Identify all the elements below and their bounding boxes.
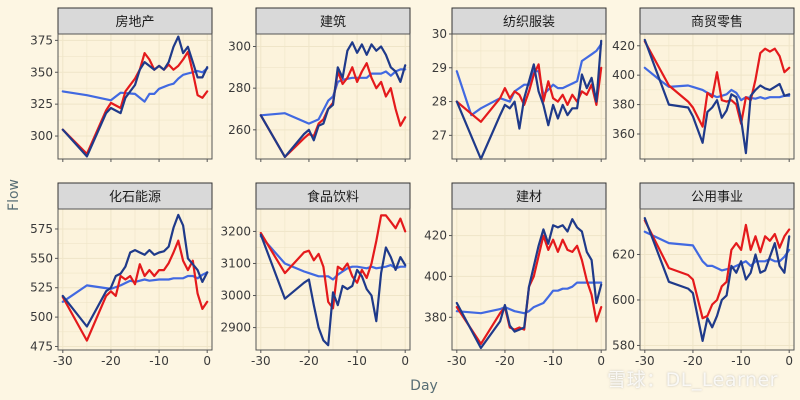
x-axis-title: Day: [410, 378, 438, 394]
x-tick-label: -10: [149, 354, 169, 368]
series-line-blue: [643, 66, 791, 102]
y-tick-label: 575: [30, 222, 53, 236]
y-tick-label: 2900: [220, 321, 251, 335]
panel-6: 食品饮料 2900 3000 3100 3200 -30 -20 -10 0: [220, 182, 411, 368]
x-tick-label: 0: [597, 354, 605, 368]
y-tick-label: 29: [432, 61, 447, 75]
y-tick-label: 400: [612, 68, 635, 82]
y-tick-label: 300: [228, 40, 251, 54]
y-tick-label: 380: [424, 310, 447, 324]
panel-border: [57, 33, 213, 160]
x-tick-label: -10: [347, 354, 367, 368]
y-tick-label: 500: [30, 310, 53, 324]
strip-title: 建材: [516, 190, 542, 205]
y-tick-label: 360: [612, 127, 635, 141]
panel-border: [639, 33, 795, 160]
y-tick-label: 380: [612, 98, 635, 112]
series-line-blue: [259, 68, 407, 125]
series-line-navy: [643, 217, 791, 342]
strip-background: [57, 182, 213, 210]
strip-background: [255, 182, 411, 210]
panel-4: 商贸零售 360 380 400 420: [612, 7, 795, 162]
panel-border: [451, 33, 607, 160]
series-line-red: [643, 219, 791, 320]
strip-title: 纺织服装: [503, 15, 555, 30]
y-tick-label: 350: [30, 65, 53, 79]
panel-border: [255, 33, 411, 160]
y-tick-label: 260: [228, 123, 251, 137]
series-line-red: [643, 40, 791, 128]
strip-background: [639, 182, 795, 210]
watermark: 雪球：DL_Learner: [607, 369, 778, 391]
y-tick-label: 3200: [220, 224, 251, 238]
panel-border: [255, 208, 411, 351]
y-tick-label: 280: [228, 81, 251, 95]
x-tick-label: -10: [543, 354, 563, 368]
panel-5: 化石能源 475 500 525 550 575 -30 -20 -10 0: [30, 182, 213, 368]
x-tick-label: -30: [447, 354, 467, 368]
x-tick-label: -10: [731, 354, 751, 368]
series-line-navy: [455, 39, 603, 161]
y-axis-title: Flow: [6, 179, 22, 211]
y-tick-label: 550: [30, 251, 53, 265]
strip-title: 商贸零售: [691, 14, 743, 30]
x-tick-label: 0: [203, 354, 211, 368]
series-line-red: [61, 239, 209, 342]
x-tick-label: -30: [635, 354, 655, 368]
y-tick-label: 420: [424, 229, 447, 243]
x-tick-label: -20: [101, 354, 121, 368]
series-line-navy: [259, 233, 407, 347]
x-tick-label: 0: [785, 354, 793, 368]
x-tick-label: -20: [495, 354, 515, 368]
x-tick-label: -20: [683, 354, 703, 368]
y-tick-label: 420: [612, 39, 635, 53]
facet-panels: 房地产 300 325 350 375 建筑 260 280 300 纺织服装 27 28 29 30 商贸…: [30, 7, 795, 368]
y-tick-label: 375: [30, 33, 53, 47]
strip-background: [451, 7, 607, 35]
series-line-blue: [455, 281, 603, 315]
panel-border: [639, 208, 795, 351]
y-tick-label: 325: [30, 97, 53, 111]
panel-border: [451, 208, 607, 351]
series-line-red: [259, 62, 407, 158]
x-tick-label: -20: [299, 354, 319, 368]
panel-2: 建筑 260 280 300: [228, 7, 411, 162]
series-line-navy: [643, 38, 791, 155]
strip-title: 化石能源: [109, 190, 161, 205]
y-tick-label: 30: [432, 27, 447, 41]
y-tick-label: 600: [612, 293, 635, 307]
strip-title: 食品饮料: [307, 189, 359, 205]
y-tick-label: 525: [30, 281, 53, 295]
strip-title: 公用事业: [691, 190, 743, 205]
y-tick-label: 300: [30, 129, 53, 143]
series-line-navy: [61, 35, 209, 158]
series-line-navy: [61, 213, 209, 328]
series-line-navy: [455, 218, 603, 350]
series-line-blue: [61, 67, 209, 103]
series-line-navy: [259, 41, 407, 158]
y-tick-label: 580: [612, 338, 635, 352]
y-tick-label: 400: [424, 269, 447, 283]
x-tick-label: -30: [53, 354, 73, 368]
panel-border: [57, 208, 213, 351]
y-tick-label: 27: [432, 128, 447, 142]
strip-title: 建筑: [320, 14, 346, 30]
series-line-blue: [643, 230, 791, 272]
strip-title: 房地产: [115, 14, 154, 30]
y-tick-label: 28: [432, 95, 447, 109]
series-line-red: [455, 63, 603, 123]
panel-3: 纺织服装 27 28 29 30: [432, 7, 607, 162]
series-line-red: [259, 214, 407, 310]
panel-8: 公用事业 580 600 620 -30 -20 -10 0: [612, 182, 795, 368]
y-tick-label: 3100: [220, 256, 251, 270]
y-tick-label: 475: [30, 339, 53, 353]
panel-7: 建材 380 400 420 -30 -20 -10 0: [424, 182, 607, 368]
x-tick-label: -30: [251, 354, 271, 368]
panel-1: 房地产 300 325 350 375: [30, 7, 213, 162]
x-tick-label: 0: [401, 354, 409, 368]
y-tick-label: 620: [612, 247, 635, 261]
y-tick-label: 3000: [220, 289, 251, 303]
